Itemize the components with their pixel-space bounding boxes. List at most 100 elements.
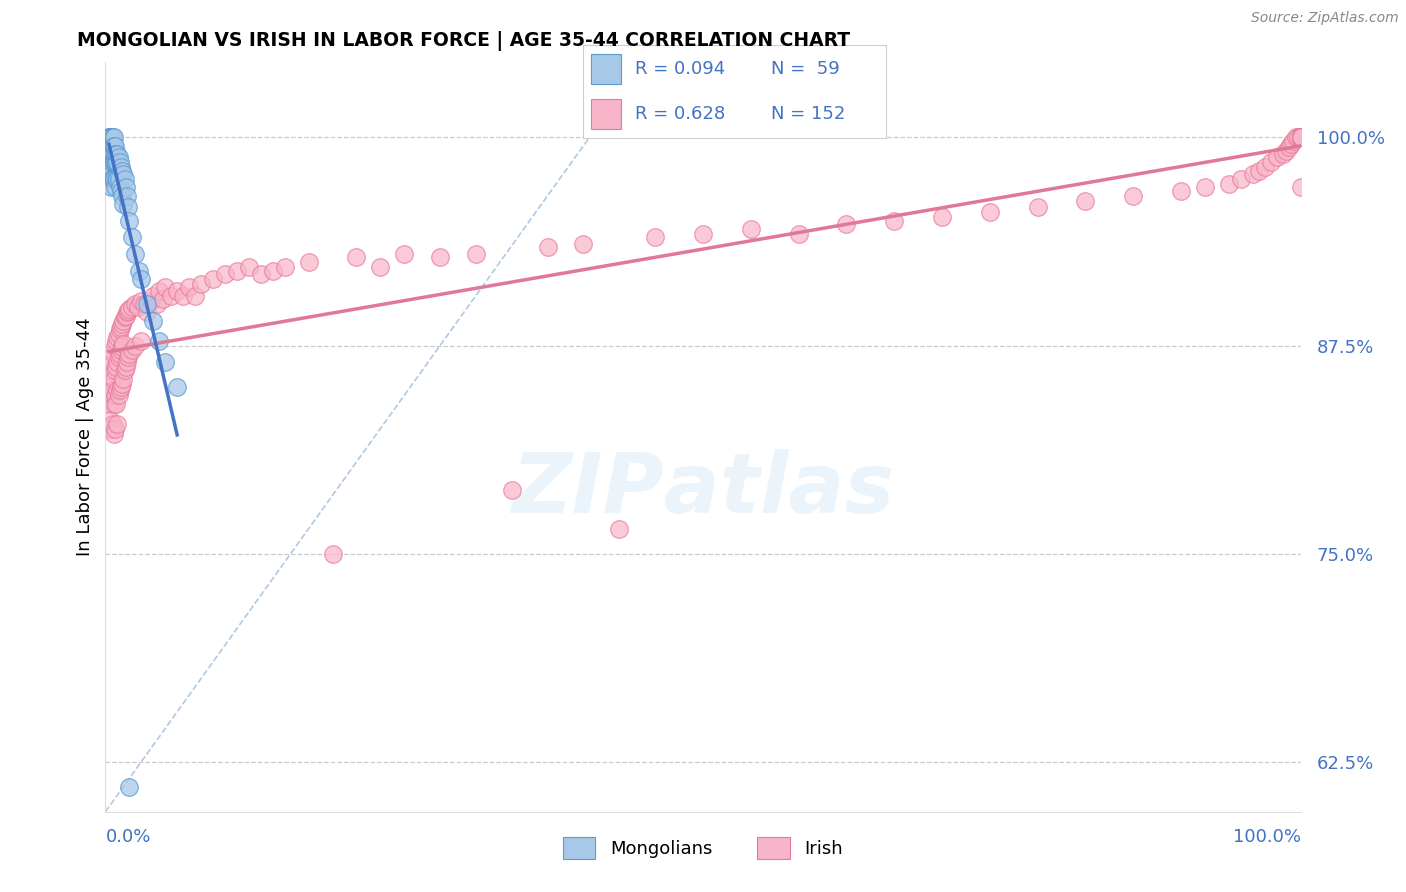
- Point: [1289, 130, 1312, 145]
- Point: [1289, 130, 1312, 145]
- Point: [1122, 188, 1144, 202]
- Point: [100, 172, 122, 186]
- Point: [1289, 130, 1312, 145]
- Point: [128, 263, 150, 277]
- FancyBboxPatch shape: [591, 54, 621, 84]
- Point: [607, 522, 630, 536]
- Point: [1275, 144, 1298, 158]
- Point: [321, 547, 344, 561]
- Point: [121, 230, 143, 244]
- FancyBboxPatch shape: [591, 99, 621, 129]
- Point: [1289, 130, 1312, 145]
- Point: [107, 355, 129, 369]
- Point: [105, 172, 128, 186]
- Point: [1289, 130, 1312, 145]
- Point: [110, 320, 132, 334]
- Point: [114, 180, 136, 194]
- Point: [111, 163, 134, 178]
- Point: [111, 317, 134, 331]
- Point: [1265, 150, 1288, 164]
- Point: [883, 213, 905, 227]
- Text: R = 0.094: R = 0.094: [636, 60, 725, 78]
- Point: [1026, 200, 1049, 214]
- Point: [112, 313, 135, 327]
- Point: [111, 188, 134, 202]
- Point: [104, 180, 127, 194]
- Point: [100, 363, 122, 377]
- Point: [117, 200, 139, 214]
- Point: [190, 277, 212, 291]
- Point: [101, 147, 124, 161]
- Point: [787, 227, 810, 241]
- Point: [114, 309, 136, 323]
- Point: [104, 422, 127, 436]
- Point: [100, 130, 122, 145]
- Point: [104, 338, 127, 352]
- Point: [1229, 172, 1251, 186]
- Point: [129, 334, 153, 348]
- Point: [110, 343, 132, 358]
- Point: [740, 222, 762, 236]
- Point: [273, 260, 295, 275]
- Point: [1289, 180, 1312, 194]
- Point: [121, 300, 143, 314]
- Point: [124, 338, 146, 352]
- Point: [148, 284, 170, 298]
- Point: [1289, 130, 1312, 145]
- Point: [1279, 136, 1302, 151]
- Point: [931, 211, 953, 225]
- Point: [112, 336, 135, 351]
- Point: [202, 272, 225, 286]
- Point: [107, 172, 129, 186]
- Point: [100, 388, 122, 402]
- Point: [250, 267, 273, 281]
- Point: [98, 130, 121, 145]
- Point: [111, 340, 134, 354]
- Point: [139, 293, 162, 308]
- Point: [114, 363, 136, 377]
- Point: [112, 372, 135, 386]
- Point: [1289, 130, 1312, 145]
- Point: [110, 184, 132, 198]
- Point: [1289, 130, 1312, 145]
- Point: [98, 130, 121, 145]
- Point: [501, 483, 523, 498]
- Point: [103, 372, 125, 386]
- Point: [100, 180, 122, 194]
- Point: [98, 130, 121, 145]
- Point: [1289, 130, 1312, 145]
- Point: [160, 288, 183, 302]
- Point: [103, 172, 125, 186]
- Point: [108, 155, 131, 169]
- Point: [1289, 130, 1312, 145]
- Text: 100.0%: 100.0%: [1233, 829, 1301, 847]
- Text: MONGOLIAN VS IRISH IN LABOR FORCE | AGE 35-44 CORRELATION CHART: MONGOLIAN VS IRISH IN LABOR FORCE | AGE …: [77, 31, 851, 51]
- Point: [1247, 163, 1270, 178]
- Point: [108, 322, 131, 336]
- Point: [115, 188, 138, 202]
- Point: [98, 397, 121, 411]
- Point: [107, 326, 129, 341]
- Point: [835, 217, 858, 231]
- Point: [1194, 180, 1216, 194]
- Point: [298, 255, 321, 269]
- Point: [107, 384, 129, 398]
- Point: [136, 305, 159, 319]
- Point: [107, 150, 129, 164]
- Point: [100, 130, 122, 145]
- Point: [1289, 130, 1312, 145]
- Point: [1289, 130, 1312, 145]
- Point: [1289, 130, 1312, 145]
- Point: [104, 155, 127, 169]
- Point: [98, 130, 121, 145]
- Point: [124, 247, 146, 261]
- Point: [104, 363, 127, 377]
- Point: [101, 138, 124, 153]
- Point: [107, 147, 129, 161]
- Point: [184, 288, 207, 302]
- Point: [1289, 130, 1312, 145]
- Point: [136, 297, 159, 311]
- Point: [1289, 130, 1312, 145]
- Point: [100, 130, 122, 145]
- Point: [1271, 147, 1294, 161]
